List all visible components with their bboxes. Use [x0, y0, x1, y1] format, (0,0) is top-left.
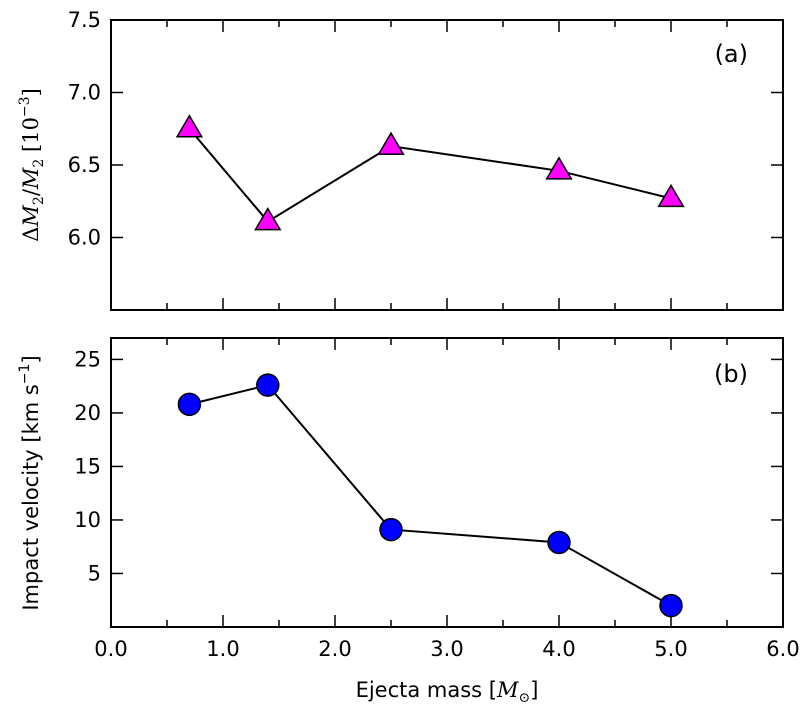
data-point [657, 183, 685, 208]
y-tick-label: 15 [74, 454, 101, 478]
data-point [547, 530, 571, 555]
x-tick-label: 0.0 [94, 637, 127, 661]
data-point [379, 517, 403, 542]
panel-b-frame [110, 337, 784, 628]
panel-a-ylabel: ΔM2/M2 [10−3] [17, 88, 47, 242]
panel-a: 6.0 6.5 7.0 7.5 (a) ΔM2/M2 [10−3] [17, 8, 784, 311]
panel-a-markers [175, 114, 685, 231]
x-tick-label: 1.0 [206, 637, 239, 661]
x-tick-label: 2.0 [318, 637, 351, 661]
x-axis-label: Ejecta mass [M⊙] [356, 678, 539, 706]
panel-b-ticks: 5 10 15 20 25 [74, 338, 784, 627]
y-tick-label: 7.5 [68, 8, 101, 32]
data-point [175, 114, 204, 138]
x-tick-label: 3.0 [430, 637, 463, 661]
y-tick-label: 10 [74, 508, 101, 532]
panel-b-series-line [189, 383, 672, 607]
panel-b: 5 10 15 20 25 (b) Impact velocity [km s−1] [17, 337, 784, 628]
x-tick-label: 4.0 [542, 637, 575, 661]
y-tick-label: 7.0 [68, 81, 101, 105]
panel-a-tag: (a) [715, 40, 748, 68]
x-tick-label: 5.0 [654, 637, 687, 661]
y-tick-label: 6.0 [68, 226, 101, 250]
data-point [256, 373, 280, 397]
series-line [188, 128, 672, 223]
panel-a-frame [110, 19, 784, 311]
y-tick-label: 25 [74, 347, 101, 371]
panel-b-markers [177, 373, 683, 618]
data-point [377, 131, 405, 155]
panel-a-ticks: 6.0 6.5 7.0 7.5 [68, 8, 784, 310]
data-point [177, 392, 202, 417]
panel-b-tag: (b) [714, 360, 748, 388]
y-tick-label: 6.5 [68, 153, 101, 177]
data-point [254, 207, 282, 231]
y-tick-label: 5 [88, 561, 101, 585]
data-point [659, 593, 683, 618]
x-tick-labels: 0.0 1.0 2.0 3.0 4.0 5.0 6.0 [94, 637, 799, 661]
panel-b-ylabel: Impact velocity [km s−1] [17, 355, 43, 610]
x-tick-label: 6.0 [766, 637, 799, 661]
data-point [545, 156, 573, 180]
series-line [189, 383, 672, 607]
panel-a-series-line [188, 128, 672, 223]
y-tick-label: 20 [74, 401, 101, 425]
